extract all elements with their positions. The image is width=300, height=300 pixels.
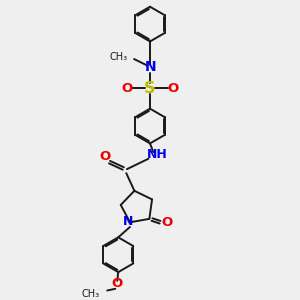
Text: NH: NH — [147, 148, 168, 161]
Text: CH₃: CH₃ — [82, 289, 100, 299]
Text: O: O — [99, 150, 110, 163]
Text: O: O — [122, 82, 133, 95]
Text: S: S — [144, 81, 156, 96]
Text: O: O — [167, 82, 178, 95]
Text: O: O — [161, 216, 172, 229]
Text: N: N — [123, 215, 133, 228]
Text: CH₃: CH₃ — [110, 52, 128, 62]
Text: O: O — [111, 277, 122, 290]
Text: N: N — [145, 60, 157, 74]
